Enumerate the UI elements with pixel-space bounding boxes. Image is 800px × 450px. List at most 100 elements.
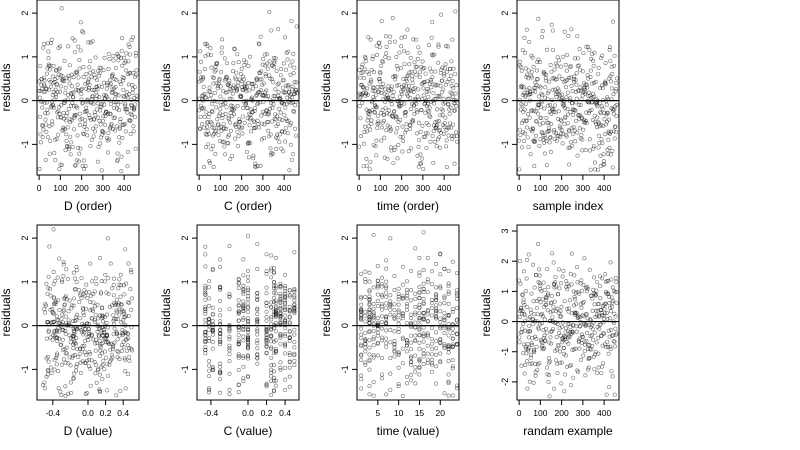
data-point <box>252 120 257 125</box>
x-tick-label: 0 <box>37 183 42 193</box>
data-point <box>241 317 246 322</box>
data-point <box>544 163 549 168</box>
data-point <box>69 335 74 340</box>
data-point <box>396 382 401 387</box>
data-point <box>425 309 430 314</box>
y-axis-title: residuals <box>0 63 13 111</box>
data-point <box>121 87 126 92</box>
data-point <box>43 386 48 391</box>
data-point <box>115 355 120 360</box>
data-point <box>80 344 85 349</box>
data-point <box>54 353 59 358</box>
data-point <box>387 40 392 45</box>
data-point <box>537 144 542 149</box>
data-point <box>218 287 223 292</box>
data-point <box>528 355 533 360</box>
data-point <box>407 62 412 67</box>
data-point <box>578 85 583 90</box>
data-point <box>130 83 135 88</box>
data-point <box>403 83 408 88</box>
data-point <box>427 109 432 114</box>
data-point <box>371 335 376 340</box>
data-point <box>592 275 597 280</box>
data-point <box>74 158 79 163</box>
data-point <box>85 133 90 138</box>
data-point <box>580 69 585 74</box>
data-point <box>521 297 526 302</box>
data-point <box>287 294 292 299</box>
data-point <box>367 315 372 320</box>
data-point <box>264 337 269 342</box>
data-point <box>588 68 593 73</box>
data-point <box>57 256 62 261</box>
data-point <box>379 293 384 298</box>
data-point <box>272 116 277 121</box>
data-point <box>53 302 58 307</box>
x-axis-title: sample index <box>533 199 604 213</box>
data-point <box>241 289 246 294</box>
data-point <box>52 151 57 156</box>
data-point <box>202 114 207 119</box>
data-point <box>445 125 450 130</box>
data-point <box>546 291 551 296</box>
data-point <box>608 152 613 157</box>
data-point <box>248 54 253 59</box>
data-point <box>546 380 551 385</box>
data-point <box>291 152 296 157</box>
data-point <box>532 350 537 355</box>
data-point <box>54 136 59 141</box>
data-point <box>608 131 613 136</box>
data-point <box>601 159 606 164</box>
data-point <box>375 263 380 268</box>
data-point <box>41 89 46 94</box>
data-point <box>379 356 384 361</box>
data-point <box>421 93 426 98</box>
x-tick-label: 200 <box>235 183 249 193</box>
data-point <box>409 269 414 274</box>
data-point <box>93 362 98 367</box>
data-point <box>44 303 49 308</box>
data-point <box>392 316 397 321</box>
data-point <box>46 135 51 140</box>
data-point <box>389 145 394 150</box>
data-point <box>105 325 110 330</box>
data-point <box>396 83 401 88</box>
data-point <box>562 299 567 304</box>
data-point <box>524 359 529 364</box>
data-point <box>283 344 288 349</box>
data-point <box>203 297 208 302</box>
data-point <box>363 56 368 61</box>
data-point <box>434 291 439 296</box>
data-point <box>67 298 72 303</box>
data-point <box>603 61 608 66</box>
x-tick-label: 20 <box>436 408 446 418</box>
data-point <box>394 63 399 68</box>
data-point <box>442 294 447 299</box>
data-point <box>522 35 527 40</box>
data-point <box>407 70 412 75</box>
data-point <box>284 118 289 123</box>
data-point <box>118 294 123 299</box>
data-point <box>105 333 110 338</box>
data-point <box>434 364 439 369</box>
data-point <box>218 334 223 339</box>
data-point <box>371 301 376 306</box>
data-point <box>88 308 93 313</box>
data-point <box>451 66 456 71</box>
data-point <box>247 111 252 116</box>
data-point <box>68 363 73 368</box>
data-point <box>359 373 364 378</box>
data-point <box>557 124 562 129</box>
data-point <box>74 112 79 117</box>
data-point <box>415 56 420 61</box>
data-point <box>113 91 118 96</box>
data-point <box>399 35 404 40</box>
data-point <box>392 345 397 350</box>
data-point <box>218 322 223 327</box>
data-point <box>100 362 105 367</box>
data-point <box>593 167 598 172</box>
data-point <box>113 128 118 133</box>
data-point <box>575 130 580 135</box>
data-point <box>94 84 99 89</box>
data-point <box>607 76 612 81</box>
